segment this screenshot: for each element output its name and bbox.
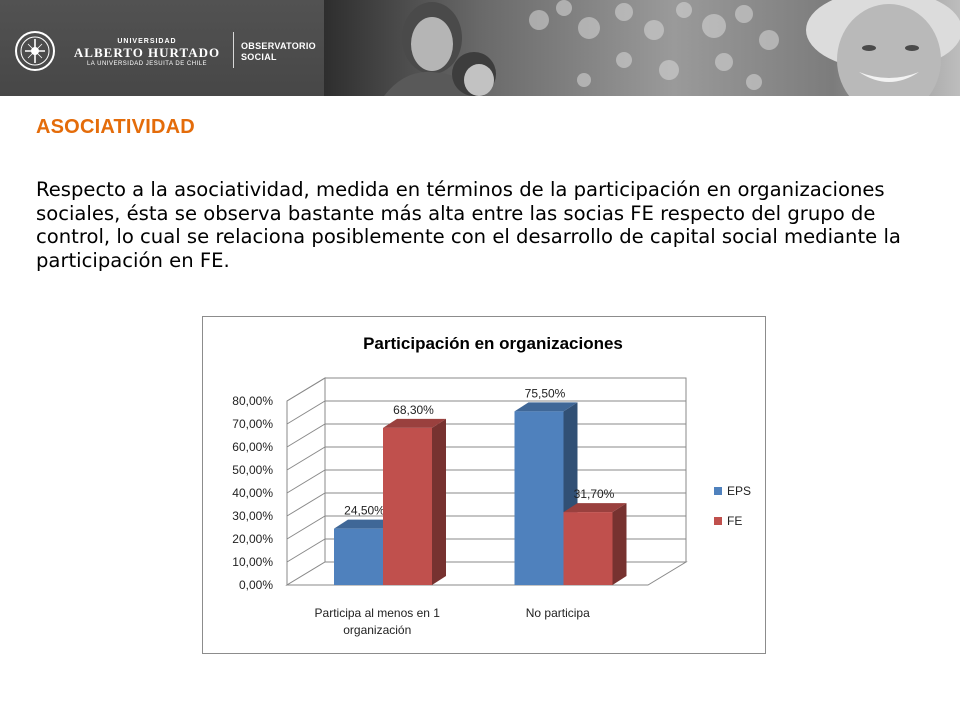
section-title: ASOCIATIVIDAD: [36, 116, 195, 138]
y-tick-label: 70,00%: [232, 417, 273, 431]
y-tick-label: 40,00%: [232, 486, 273, 500]
chart-title: Participación en organizaciones: [363, 334, 623, 353]
y-tick-label: 10,00%: [232, 555, 273, 569]
y-tick-label: 60,00%: [232, 440, 273, 454]
bar-fe: [383, 427, 432, 585]
gridline: [286, 400, 686, 425]
bar-eps: [514, 411, 564, 585]
y-tick-label: 0,00%: [239, 578, 273, 592]
y-tick-label: 50,00%: [232, 463, 273, 477]
y-tick-label: 80,00%: [232, 394, 273, 408]
x-category-label: No participa: [526, 606, 590, 620]
data-label: 68,30%: [393, 403, 434, 417]
bar-side: [612, 503, 627, 585]
chart-frame: Participación en organizaciones 0,00% 10,0…: [202, 316, 766, 654]
university-logotype: UNIVERSIDAD ALBERTO HURTADO LA UNIVERSID…: [72, 38, 222, 69]
university-line1: UNIVERSIDAD: [117, 38, 177, 45]
participation-chart: Participación en organizaciones 0,00% 10,0…: [232, 334, 751, 637]
logo-divider: [233, 32, 234, 68]
bar-fe: [563, 512, 613, 585]
bar-top: [383, 418, 446, 428]
bar-eps: [334, 528, 383, 585]
data-label: 75,50%: [525, 386, 566, 400]
x-category-label: Participa al menos en 1: [315, 606, 441, 620]
data-label: 31,70%: [574, 487, 615, 501]
bar-top: [514, 402, 578, 412]
x-category-label: organización: [343, 623, 411, 637]
legend-swatch-eps: [714, 487, 722, 495]
data-label: 24,50%: [344, 504, 385, 518]
legend-swatch-fe: [714, 517, 722, 525]
header-photo: [324, 0, 960, 96]
header-photo-image: [324, 0, 960, 96]
gridline: [286, 377, 686, 402]
logo-panel: UNIVERSIDAD ALBERTO HURTADO LA UNIVERSID…: [0, 0, 324, 96]
university-seal-icon: [15, 31, 55, 71]
observatory-line1: OBSERVATORIO: [241, 41, 316, 51]
observatory-line2: SOCIAL: [241, 52, 277, 62]
observatory-logotype: OBSERVATORIO SOCIAL: [241, 41, 316, 63]
header-banner: UNIVERSIDAD ALBERTO HURTADO LA UNIVERSID…: [0, 0, 960, 96]
legend-label: EPS: [727, 484, 751, 498]
y-tick-label: 20,00%: [232, 532, 273, 546]
bar-top: [334, 519, 397, 529]
university-tagline: LA UNIVERSIDAD JESUITA DE CHILE: [86, 61, 208, 67]
body-paragraph: Respecto a la asociatividad, medida en t…: [36, 178, 901, 272]
bar-side: [432, 418, 446, 585]
university-name: ALBERTO HURTADO: [73, 45, 221, 60]
bar-top: [563, 503, 627, 513]
y-tick-label: 30,00%: [232, 509, 273, 523]
legend-label: FE: [727, 514, 742, 528]
